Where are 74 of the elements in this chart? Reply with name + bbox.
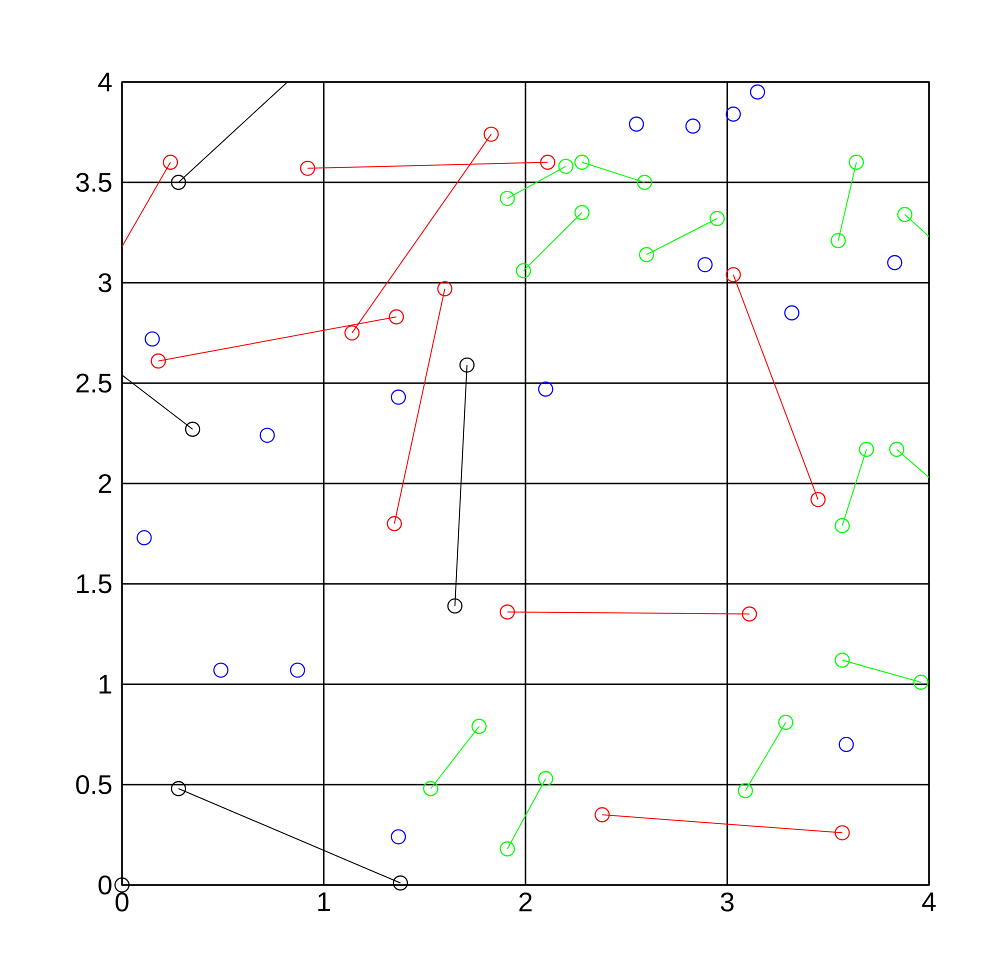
point xyxy=(437,281,452,296)
point xyxy=(538,770,554,786)
point xyxy=(290,662,306,678)
point xyxy=(574,204,590,220)
point xyxy=(838,736,854,752)
point xyxy=(260,428,275,443)
point xyxy=(594,807,610,822)
point xyxy=(889,442,904,457)
point xyxy=(484,126,499,142)
point xyxy=(750,84,766,100)
point xyxy=(390,829,406,844)
point xyxy=(887,255,902,270)
x-tick-label: 3 xyxy=(720,892,734,912)
x-tick-label: 1 xyxy=(318,892,330,912)
y-tick-label: 2.5 xyxy=(76,374,112,393)
point xyxy=(726,106,741,122)
point xyxy=(390,390,406,405)
point xyxy=(447,598,462,614)
point xyxy=(636,174,652,190)
point xyxy=(810,492,826,508)
point xyxy=(834,652,850,668)
point xyxy=(185,422,200,437)
point xyxy=(170,174,186,190)
point xyxy=(628,116,644,132)
y-tick-label: 0 xyxy=(98,875,112,895)
point xyxy=(830,232,846,248)
point xyxy=(897,206,912,222)
point xyxy=(459,357,475,373)
point xyxy=(784,305,800,320)
point xyxy=(344,325,360,341)
point xyxy=(388,309,404,324)
y-tick-label: 4 xyxy=(98,72,112,92)
y-tick-label: 1 xyxy=(100,674,112,694)
y-tick-label: 0.5 xyxy=(76,775,112,794)
point xyxy=(500,190,515,206)
point xyxy=(726,267,741,282)
point xyxy=(392,875,408,891)
point xyxy=(574,154,590,170)
point xyxy=(162,154,178,170)
point xyxy=(500,841,515,856)
point xyxy=(540,154,556,170)
point xyxy=(472,718,487,734)
point xyxy=(834,825,850,840)
x-tick-label: 0 xyxy=(116,892,128,912)
point xyxy=(114,877,130,893)
x-tick-label: 2 xyxy=(519,892,532,912)
point xyxy=(848,154,864,170)
point xyxy=(742,606,758,622)
point xyxy=(144,331,160,347)
point xyxy=(913,674,929,690)
x-tick-label: 4 xyxy=(922,892,936,912)
point xyxy=(423,781,438,796)
point xyxy=(638,247,654,262)
point xyxy=(558,158,574,174)
y-tick-label: 1.5 xyxy=(77,574,112,594)
point xyxy=(834,518,850,534)
point xyxy=(136,530,152,546)
point xyxy=(170,781,186,796)
point xyxy=(858,442,874,457)
point xyxy=(500,604,515,620)
point xyxy=(538,382,554,397)
point xyxy=(213,662,228,678)
point xyxy=(685,118,701,134)
point xyxy=(516,263,532,278)
point xyxy=(150,353,166,369)
y-tick-label: 3.5 xyxy=(76,172,112,192)
point xyxy=(300,160,316,176)
point xyxy=(386,516,402,532)
point xyxy=(738,783,754,798)
point xyxy=(710,210,725,226)
point xyxy=(778,714,794,730)
point xyxy=(697,257,713,272)
y-tick-label: 3 xyxy=(98,273,112,292)
y-tick-label: 2 xyxy=(98,474,112,493)
